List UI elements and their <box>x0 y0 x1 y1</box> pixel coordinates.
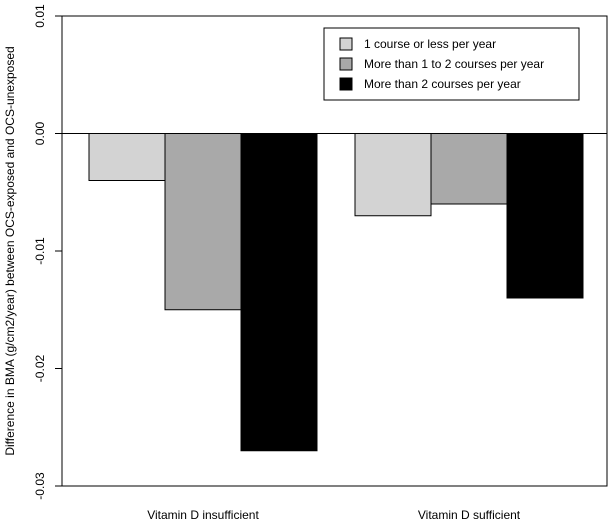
bar <box>88 133 166 181</box>
legend-swatch <box>339 77 353 91</box>
legend-box <box>323 27 580 101</box>
x-tick-label: Vitamin D sufficient <box>418 508 521 522</box>
x-tick-label: Vitamin D insufficient <box>147 508 259 522</box>
bar <box>506 133 584 299</box>
bar <box>430 133 508 205</box>
legend-label: More than 1 to 2 courses per year <box>364 57 544 71</box>
legend-label: 1 course or less per year <box>364 37 496 51</box>
y-tick-label: 0.00 <box>33 121 47 145</box>
y-axis-label: Difference in BMA (g/cm2/year) between O… <box>3 46 17 455</box>
y-tick-label: -0.03 <box>33 472 47 500</box>
bar <box>240 133 318 452</box>
y-tick-label: -0.02 <box>33 355 47 383</box>
legend-swatch <box>339 37 353 51</box>
legend-label: More than 2 courses per year <box>364 77 521 91</box>
bar <box>164 133 242 311</box>
y-tick-label: 0.01 <box>33 4 47 28</box>
y-tick-label: -0.01 <box>33 237 47 265</box>
bar <box>354 133 432 217</box>
legend-swatch <box>339 57 353 71</box>
